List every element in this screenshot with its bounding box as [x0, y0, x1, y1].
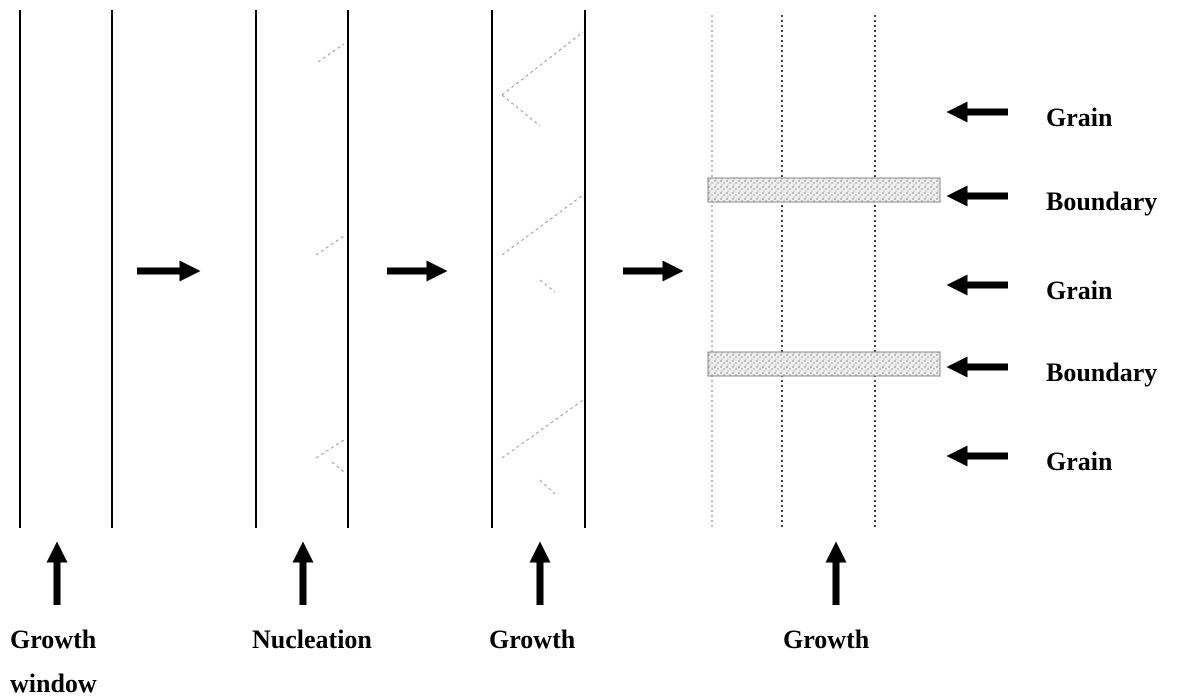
- window-walls: [19, 10, 586, 528]
- region-label: Grain: [1046, 447, 1113, 476]
- stage-label: Growth window: [10, 625, 97, 696]
- boundary-band: [707, 351, 941, 377]
- stage-label: Growth: [783, 625, 870, 654]
- region-label: Boundary: [1046, 187, 1158, 216]
- stage-label: Nucleation: [252, 625, 372, 654]
- region-label: Grain: [1046, 103, 1113, 132]
- region-label: Grain: [1046, 276, 1113, 305]
- region-label: Boundary: [1046, 358, 1158, 387]
- grain-walls: [711, 15, 876, 528]
- arrows: [46, 101, 1008, 605]
- boundary-band: [707, 177, 941, 203]
- nuclei: [315, 31, 584, 495]
- stage-label: Growth: [489, 625, 576, 654]
